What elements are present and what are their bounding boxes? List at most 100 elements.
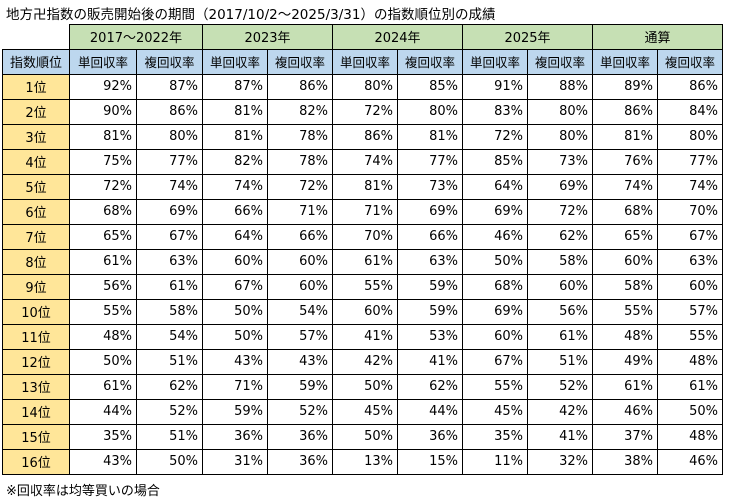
win-return-cell: 61% — [69, 373, 137, 400]
win-return-cell: 81% — [202, 98, 268, 125]
place-return-cell: 69% — [136, 198, 203, 225]
win-return-cell: 55% — [592, 298, 658, 325]
place-return-cell: 63% — [657, 248, 723, 275]
rank-cell: 4位 — [2, 148, 70, 175]
win-return-cell: 74% — [592, 173, 658, 200]
win-return-cell: 37% — [592, 423, 658, 450]
rank-cell: 6位 — [2, 198, 70, 225]
win-return-cell: 61% — [69, 248, 137, 275]
win-return-cell: 43% — [202, 348, 268, 375]
win-return-cell: 91% — [462, 73, 528, 100]
sub-header-row: 指数順位 単回収率 複回収率 単回収率 複回収率 単回収率 複回収率 単回収率 複回収率 単回収率… — [2, 48, 723, 75]
win-return-cell: 68% — [462, 273, 528, 300]
place-return-cell: 41% — [527, 423, 593, 450]
place-return-cell: 84% — [657, 98, 723, 125]
win-return-cell: 50% — [202, 323, 268, 350]
place-return-cell: 72% — [267, 173, 333, 200]
win-return-cell: 35% — [462, 423, 528, 450]
win-return-header: 単回収率 — [69, 48, 137, 75]
table-row: 16位 43% 50% 31% 36% 13% 15% 11% 32% 38% 46% — [2, 448, 723, 475]
win-return-cell: 43% — [69, 448, 137, 475]
period-header-row: 2017〜2022年 2023年 2024年 2025年 通算 — [3, 24, 723, 50]
period-header: 2025年 — [462, 24, 593, 50]
place-return-cell: 74% — [136, 173, 203, 200]
place-return-cell: 51% — [136, 423, 203, 450]
win-return-cell: 87% — [202, 73, 268, 100]
place-return-cell: 59% — [397, 298, 463, 325]
win-return-cell: 66% — [202, 198, 268, 225]
win-return-header: 単回収率 — [332, 48, 398, 75]
rank-cell: 7位 — [2, 223, 70, 250]
place-return-cell: 72% — [527, 198, 593, 225]
win-return-cell: 81% — [592, 123, 658, 150]
win-return-cell: 89% — [592, 73, 658, 100]
place-return-cell: 77% — [397, 148, 463, 175]
place-return-cell: 81% — [397, 123, 463, 150]
win-return-cell: 65% — [592, 223, 658, 250]
place-return-cell: 36% — [267, 448, 333, 475]
place-return-header: 複回収率 — [527, 48, 593, 75]
win-return-cell: 83% — [462, 98, 528, 125]
table-row: 4位 75% 77% 82% 78% 74% 77% 85% 73% 76% 77% — [2, 148, 723, 175]
win-return-cell: 60% — [332, 298, 398, 325]
win-return-cell: 64% — [462, 173, 528, 200]
table-row: 9位 56% 61% 67% 60% 55% 59% 68% 60% 58% 60% — [2, 273, 723, 300]
period-header: 2024年 — [332, 24, 463, 50]
rank-cell: 14位 — [2, 398, 70, 425]
place-return-header: 複回収率 — [657, 48, 723, 75]
place-return-cell: 73% — [397, 173, 463, 200]
table-row: 6位 68% 69% 66% 71% 71% 69% 69% 72% 68% 70% — [2, 198, 723, 225]
win-return-cell: 71% — [202, 373, 268, 400]
place-return-cell: 57% — [267, 323, 333, 350]
win-return-cell: 45% — [332, 398, 398, 425]
place-return-cell: 71% — [267, 198, 333, 225]
place-return-header: 複回収率 — [136, 48, 203, 75]
place-return-cell: 32% — [527, 448, 593, 475]
win-return-cell: 69% — [462, 198, 528, 225]
win-return-cell: 72% — [69, 173, 137, 200]
win-return-cell: 13% — [332, 448, 398, 475]
place-return-cell: 36% — [267, 423, 333, 450]
win-return-cell: 76% — [592, 148, 658, 175]
table-row: 11位 48% 54% 50% 57% 41% 53% 60% 61% 48% 55% — [2, 323, 723, 350]
win-return-cell: 61% — [332, 248, 398, 275]
place-return-header: 複回収率 — [397, 48, 463, 75]
rank-cell: 3位 — [2, 123, 70, 150]
place-return-cell: 63% — [136, 248, 203, 275]
win-return-cell: 68% — [69, 198, 137, 225]
place-return-cell: 51% — [527, 348, 593, 375]
place-return-cell: 86% — [657, 73, 723, 100]
place-return-cell: 61% — [136, 273, 203, 300]
table-row: 13位 61% 62% 71% 59% 50% 62% 55% 52% 61% 61% — [2, 373, 723, 400]
table-row: 12位 50% 51% 43% 43% 42% 41% 67% 51% 49% 48% — [2, 348, 723, 375]
win-return-cell: 82% — [202, 148, 268, 175]
win-return-cell: 50% — [332, 373, 398, 400]
win-return-cell: 46% — [462, 223, 528, 250]
place-return-cell: 78% — [267, 148, 333, 175]
place-return-cell: 59% — [267, 373, 333, 400]
win-return-cell: 86% — [592, 98, 658, 125]
win-return-cell: 75% — [69, 148, 137, 175]
place-return-cell: 15% — [397, 448, 463, 475]
rank-cell: 15位 — [2, 423, 70, 450]
win-return-cell: 59% — [202, 398, 268, 425]
win-return-cell: 80% — [332, 73, 398, 100]
win-return-cell: 50% — [462, 248, 528, 275]
place-return-cell: 62% — [397, 373, 463, 400]
win-return-cell: 67% — [462, 348, 528, 375]
rank-header: 指数順位 — [2, 48, 70, 75]
win-return-cell: 72% — [332, 98, 398, 125]
place-return-cell: 80% — [397, 98, 463, 125]
table-row: 14位 44% 52% 59% 52% 45% 44% 45% 42% 46% 50% — [2, 398, 723, 425]
place-return-cell: 80% — [527, 98, 593, 125]
table-row: 15位 35% 51% 36% 36% 50% 36% 35% 41% 37% 48% — [2, 423, 723, 450]
place-return-cell: 69% — [527, 173, 593, 200]
win-return-cell: 67% — [202, 273, 268, 300]
win-return-cell: 72% — [462, 123, 528, 150]
win-return-cell: 58% — [592, 273, 658, 300]
win-return-header: 単回収率 — [462, 48, 528, 75]
place-return-cell: 56% — [527, 298, 593, 325]
results-table: 2017〜2022年 2023年 2024年 2025年 通算 指数順位 単回収率 複回収率単… — [2, 24, 723, 475]
place-return-cell: 51% — [136, 348, 203, 375]
place-return-cell: 60% — [267, 273, 333, 300]
